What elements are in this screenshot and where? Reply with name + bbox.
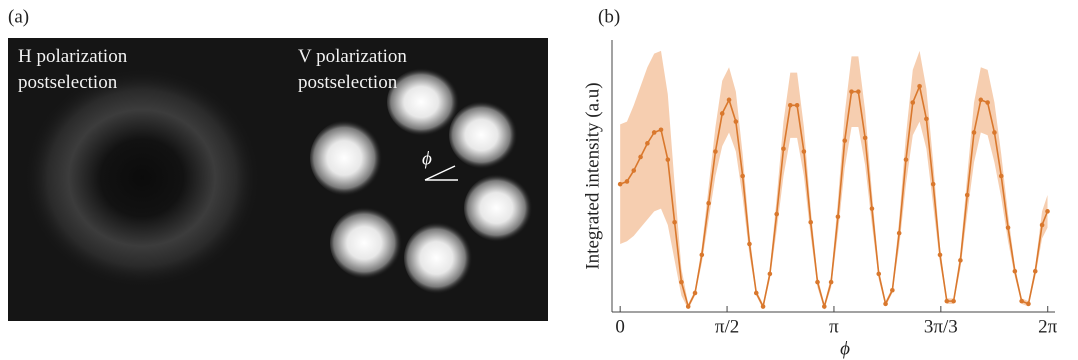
data-point [774,212,779,217]
data-point [849,89,854,94]
data-point [890,288,895,293]
data-point [938,253,943,258]
y-axis-label: Integrated intensity (a.u) [582,82,603,269]
data-point [693,291,698,296]
data-point [876,272,881,277]
data-point [795,103,800,108]
data-point [945,299,950,304]
data-point [713,149,718,154]
lobe [330,207,406,279]
data-point [897,231,902,236]
data-point [931,182,936,187]
data-point [645,141,650,146]
data-point [992,130,997,135]
data-point [863,136,868,141]
x-tick-label: 0 [615,316,625,337]
data-point [734,119,739,124]
caption: V polarization [298,46,407,67]
data-point [700,253,705,258]
error-band [620,51,1047,309]
data-point [747,242,752,247]
x-axis-label: ϕ [840,338,850,359]
data-point [652,130,657,135]
data-point [856,89,861,94]
data-point [672,220,677,225]
data-point [951,299,956,304]
data-point [666,157,671,162]
lobe [310,120,386,196]
data-point [788,103,793,108]
data-point [631,168,636,173]
data-point [965,193,970,198]
caption: H polarization [18,46,128,67]
panel-label: (b) [598,6,620,27]
angle-symbol: ϕ [422,148,432,169]
caption: postselection [18,72,118,93]
caption: postselection [298,72,398,93]
data-point [829,280,834,285]
x-tick-label: π/2 [715,316,739,337]
data-point [720,111,725,116]
x-tick-label: π [829,316,839,337]
data-point [999,174,1004,179]
data-point [1026,302,1031,307]
data-point [972,130,977,135]
data-point [842,138,847,143]
data-point [1006,225,1011,230]
data-point [754,291,759,296]
data-point [638,155,643,160]
data-point [924,117,929,122]
data-point [1045,209,1050,214]
data-point [1013,269,1018,274]
data-point [822,304,827,309]
data-point [706,201,711,206]
data-point [802,149,807,154]
data-point [870,206,875,211]
figure: (a) ϕ H polarization postselection V pol… [0,0,1078,360]
data-point [808,220,813,225]
data-point [768,272,773,277]
panel-label: (a) [8,6,29,27]
data-point [761,304,766,309]
h-ring [24,68,260,288]
data-point [979,98,984,103]
data-point [625,179,630,184]
lobe [449,101,521,169]
x-tick-label: 3π/3 [924,316,958,337]
data-point [904,157,909,162]
lobe [404,222,476,294]
data-point [1040,223,1045,228]
data-point [679,280,684,285]
data-point [1019,299,1024,304]
data-point [686,304,691,309]
data-point [781,147,786,152]
data-point [1033,269,1038,274]
data-point [958,258,963,263]
data-point [883,302,888,307]
data-point [727,98,732,103]
data-point [836,215,841,220]
data-point [618,182,623,187]
data-point [910,100,915,105]
data-point [740,174,745,179]
data-point [917,84,922,89]
data-point [985,100,990,105]
data-point [659,127,664,132]
lobe [464,174,536,242]
x-tick-label: 2π [1038,316,1058,337]
data-point [815,280,820,285]
